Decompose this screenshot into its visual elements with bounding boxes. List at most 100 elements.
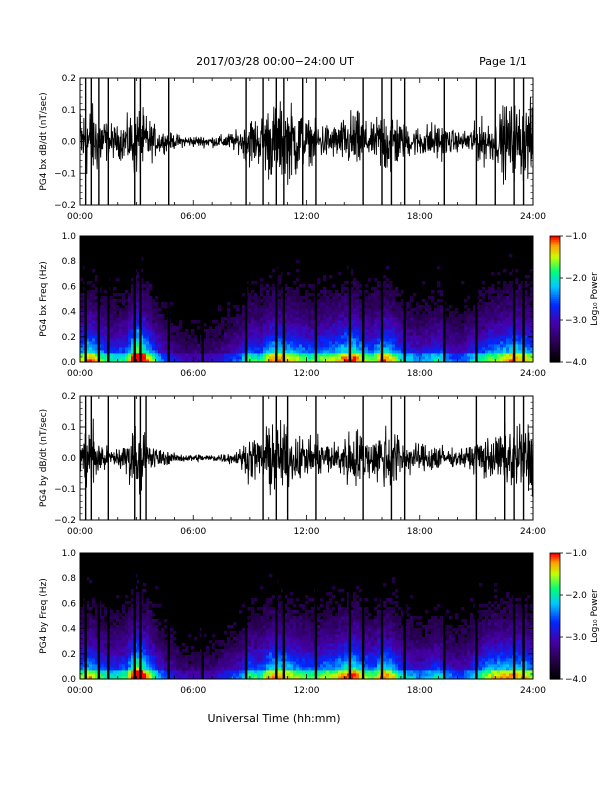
spectrogram-cell xyxy=(323,299,326,302)
spectrogram-cell xyxy=(194,658,197,661)
spectrogram-cell xyxy=(341,338,344,341)
spectrogram-cell xyxy=(413,323,416,326)
spectrogram-cell xyxy=(383,356,386,359)
spectrogram-cell xyxy=(392,305,395,308)
spectrogram-cell xyxy=(278,353,281,356)
spectrogram-cell xyxy=(149,305,152,308)
spectrogram-cell xyxy=(170,335,173,338)
spectrogram-cell xyxy=(263,649,266,652)
spectrogram-cell xyxy=(491,290,494,293)
spectrogram-cell xyxy=(257,311,260,314)
spectrogram-cell xyxy=(149,619,152,622)
spectrogram-cell xyxy=(113,335,116,338)
spectrogram-cell xyxy=(266,616,269,619)
spectrogram-cell xyxy=(146,320,149,323)
spectrogram-cell xyxy=(104,317,107,320)
spectrogram-cell xyxy=(308,341,311,344)
spectrogram-cell xyxy=(113,305,116,308)
spectrogram-cell xyxy=(500,314,503,317)
spectrogram-cell xyxy=(155,356,158,359)
spectrogram-cell xyxy=(149,625,152,628)
spectrogram-cell xyxy=(467,317,470,320)
spectrogram-cell xyxy=(89,667,92,670)
spectrogram-cell xyxy=(290,323,293,326)
spectrogram-cell xyxy=(296,320,299,323)
spectrogram-cell xyxy=(293,302,296,305)
spectrogram-cell xyxy=(470,341,473,344)
spectrogram-cell xyxy=(335,290,338,293)
spectrogram-cell xyxy=(368,353,371,356)
spectrogram-cell xyxy=(317,344,320,347)
spectrogram-cell xyxy=(236,658,239,661)
spectrogram-cell xyxy=(209,353,212,356)
spectrogram-cell xyxy=(461,332,464,335)
spectrogram-cell xyxy=(161,347,164,350)
spectrogram-cell xyxy=(122,628,125,631)
spectrogram-cell xyxy=(212,344,215,347)
spectrogram-cell xyxy=(248,670,251,673)
spectrogram-cell xyxy=(185,664,188,667)
spectrogram-cell xyxy=(257,332,260,335)
spectrogram-cell xyxy=(425,329,428,332)
spectrogram-cell xyxy=(119,649,122,652)
spectrogram-cell xyxy=(470,350,473,353)
spectrogram-cell xyxy=(185,344,188,347)
spectrogram-cell xyxy=(377,314,380,317)
spectrogram-cell xyxy=(170,658,173,661)
spectrogram-cell xyxy=(323,338,326,341)
spectrogram-cell xyxy=(428,335,431,338)
spectrogram-cell xyxy=(479,311,482,314)
spectrogram-cell xyxy=(233,305,236,308)
spectrogram-cell xyxy=(146,299,149,302)
spectrogram-cell xyxy=(518,317,521,320)
spectrogram-cell xyxy=(293,281,296,284)
spectrogram-cell xyxy=(248,302,251,305)
spectrogram-cell xyxy=(122,658,125,661)
spectrogram-cell xyxy=(302,338,305,341)
spectrogram-cell xyxy=(389,326,392,329)
spectrogram-cell xyxy=(248,673,251,676)
spectrogram-cell xyxy=(431,344,434,347)
spectrogram-cell xyxy=(146,353,149,356)
spectrogram-cell xyxy=(80,649,83,652)
spectrogram-cell xyxy=(461,335,464,338)
spectrogram-cell xyxy=(227,356,230,359)
spectrogram-cell xyxy=(242,664,245,667)
spectrogram-cell xyxy=(341,329,344,332)
spectrogram-cell xyxy=(215,640,218,643)
spectrogram-cell xyxy=(260,317,263,320)
spectrogram-cell xyxy=(335,344,338,347)
spectrogram-cell xyxy=(92,317,95,320)
spectrogram-cell xyxy=(305,317,308,320)
spectrogram-cell xyxy=(299,314,302,317)
spectrogram-cell xyxy=(152,329,155,332)
spectrogram-cell xyxy=(146,670,149,673)
spectrogram-cell xyxy=(497,299,500,302)
spectrogram-cell xyxy=(437,344,440,347)
spectrogram-cell xyxy=(377,317,380,320)
spectrogram-cell xyxy=(257,323,260,326)
spectrogram-cell xyxy=(173,347,176,350)
spectrogram-cell xyxy=(293,326,296,329)
spectrogram-cell xyxy=(125,290,128,293)
spectrogram-cell xyxy=(278,320,281,323)
spectrogram-cell xyxy=(497,281,500,284)
spectrogram-cell xyxy=(257,643,260,646)
spectrogram-cell xyxy=(482,347,485,350)
spectrogram-cell xyxy=(449,350,452,353)
spectrogram-cell xyxy=(257,329,260,332)
spectrogram-cell xyxy=(449,344,452,347)
spectrogram-cell xyxy=(113,655,116,658)
spectrogram-cell xyxy=(338,347,341,350)
spectrogram-cell xyxy=(122,323,125,326)
spectrogram-cell xyxy=(254,356,257,359)
spectrogram-cell xyxy=(326,323,329,326)
spectrogram-cell xyxy=(215,667,218,670)
spectrogram-cell xyxy=(164,634,167,637)
spectrogram-cell xyxy=(164,329,167,332)
spectrogram-cell xyxy=(506,287,509,290)
colorbar-tick-label: −2.0 xyxy=(565,274,587,284)
spectrogram-cell xyxy=(89,649,92,652)
spectrogram-cell xyxy=(398,332,401,335)
spectrogram-cell xyxy=(110,661,113,664)
